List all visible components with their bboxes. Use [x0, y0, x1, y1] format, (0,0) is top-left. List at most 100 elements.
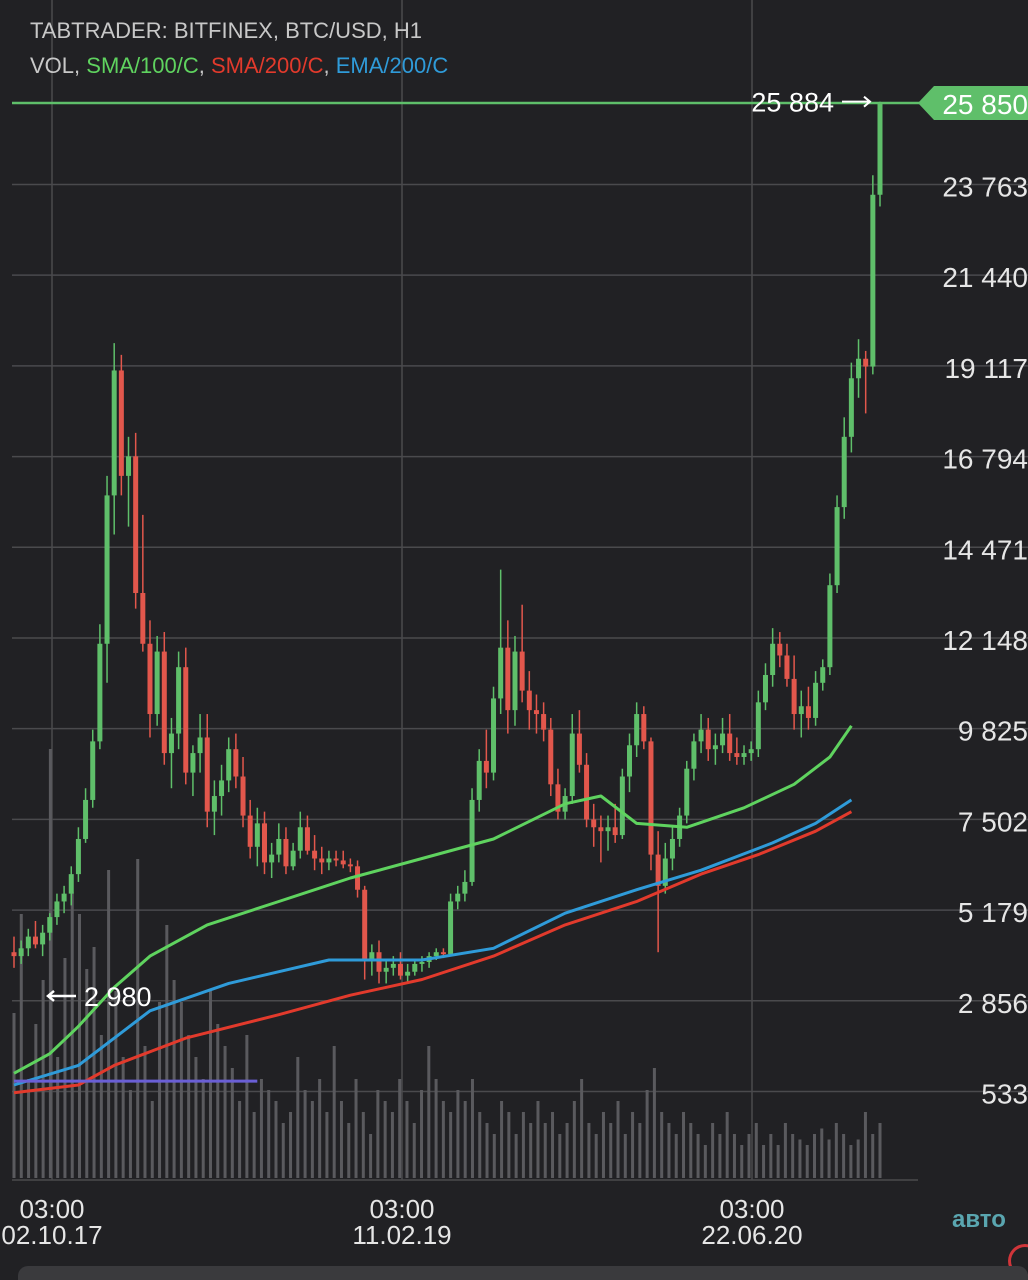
candle-body: [176, 667, 182, 734]
volume-bar: [99, 1035, 103, 1178]
volume-bar: [463, 1101, 467, 1178]
candle-body: [784, 655, 790, 679]
volume-bar: [369, 1134, 373, 1178]
volume-bar: [281, 1123, 285, 1178]
volume-bar: [114, 991, 118, 1178]
volume-bar: [420, 1090, 424, 1178]
volume-bar: [56, 1057, 60, 1178]
candle-body: [83, 799, 89, 839]
candle-body: [662, 858, 668, 886]
candle-body: [727, 733, 733, 754]
candle-body: [863, 358, 869, 367]
candle-body: [326, 858, 332, 863]
candle-body: [762, 674, 768, 703]
candle-body: [576, 733, 582, 765]
volume-bar: [507, 1112, 511, 1178]
volume-bar: [572, 1101, 576, 1178]
volume-bar: [674, 1134, 678, 1178]
volume-bar: [820, 1128, 824, 1178]
candle-body: [390, 963, 396, 968]
price-tick-label: 5 179: [958, 897, 1028, 928]
candle-body: [75, 838, 81, 875]
volume-bar: [259, 1079, 263, 1178]
candle-body: [347, 864, 353, 867]
price-tick-label: 19 117: [944, 353, 1028, 384]
candle-body: [791, 678, 797, 715]
volume-bar: [390, 1112, 394, 1178]
volume-bar: [150, 1101, 154, 1178]
volume-bar: [623, 1134, 627, 1178]
volume-bar: [805, 1145, 809, 1178]
legend-sma100: SMA/100/C: [86, 53, 199, 78]
volume-bar: [427, 1046, 431, 1178]
volume-bar: [303, 1090, 307, 1178]
volume-bar: [514, 1134, 518, 1178]
candle-body: [219, 780, 225, 797]
chart-source-title: TABTRADER: BITFINEX, BTC/USD, H1: [30, 18, 422, 43]
price-tick-label: 9 825: [958, 716, 1028, 747]
candle-body: [512, 651, 518, 711]
candle-body: [505, 647, 511, 711]
volume-bar: [776, 1145, 780, 1178]
candle-body: [440, 952, 446, 955]
candle-body: [183, 667, 189, 773]
volume-bar: [667, 1123, 671, 1178]
candle-body: [691, 741, 697, 769]
candle-body: [712, 745, 718, 750]
price-tick-label: 2 856: [958, 988, 1028, 1019]
date-tick-label: 02.10.17: [1, 1220, 102, 1250]
volume-bar: [449, 1112, 453, 1178]
candle-body: [204, 737, 210, 812]
volume-bar: [565, 1123, 569, 1178]
candle-body: [247, 815, 253, 847]
candle-body: [304, 827, 310, 851]
candle-body: [734, 753, 740, 757]
chart-grid: [12, 0, 1028, 1181]
volume-bar: [208, 991, 212, 1178]
volume-bar: [92, 947, 96, 1178]
candle-body: [32, 936, 38, 945]
volume-bar: [412, 1123, 416, 1178]
volume-bar: [289, 1112, 293, 1178]
candle-body: [555, 784, 561, 812]
candle-body: [68, 874, 74, 894]
candle-body: [54, 901, 60, 918]
volume-bar: [230, 1068, 234, 1178]
candle-body: [448, 901, 454, 955]
candle-body: [25, 936, 31, 949]
candle-body: [412, 963, 418, 972]
candle-body: [433, 952, 439, 957]
candle-body: [233, 749, 239, 777]
legend-ema200: EMA/200/C: [335, 53, 449, 78]
candle-body: [11, 952, 17, 957]
candle-body: [18, 948, 24, 957]
volume-bar: [128, 1090, 132, 1178]
series-line: [13, 810, 853, 1095]
volume-bar: [689, 1123, 693, 1178]
candle-body: [770, 643, 776, 675]
volume-bar: [536, 1101, 540, 1178]
volume-bar: [85, 969, 89, 1178]
candle-body: [111, 370, 117, 496]
candle-body: [612, 827, 618, 836]
volume-bar: [849, 1145, 853, 1178]
volume-bar: [521, 1112, 525, 1178]
low-price-label: 2 980: [84, 982, 152, 1012]
volume-bar: [827, 1139, 831, 1178]
candle-body: [61, 893, 67, 902]
candle-body: [104, 495, 110, 644]
auto-scale-button[interactable]: авто: [952, 1206, 1006, 1233]
bottom-panel-handle[interactable]: [18, 1266, 1028, 1280]
candle-body: [261, 823, 267, 863]
candle-body: [648, 741, 654, 855]
candle-body: [97, 643, 103, 742]
candle-body: [133, 456, 139, 594]
volume-bar: [638, 1123, 642, 1178]
volume-bar: [580, 1079, 584, 1178]
volume-bar: [747, 1134, 751, 1178]
volume-bar: [187, 1035, 191, 1178]
candle-body: [276, 838, 282, 855]
volume-bar: [529, 1123, 533, 1178]
candle-body: [297, 827, 303, 851]
